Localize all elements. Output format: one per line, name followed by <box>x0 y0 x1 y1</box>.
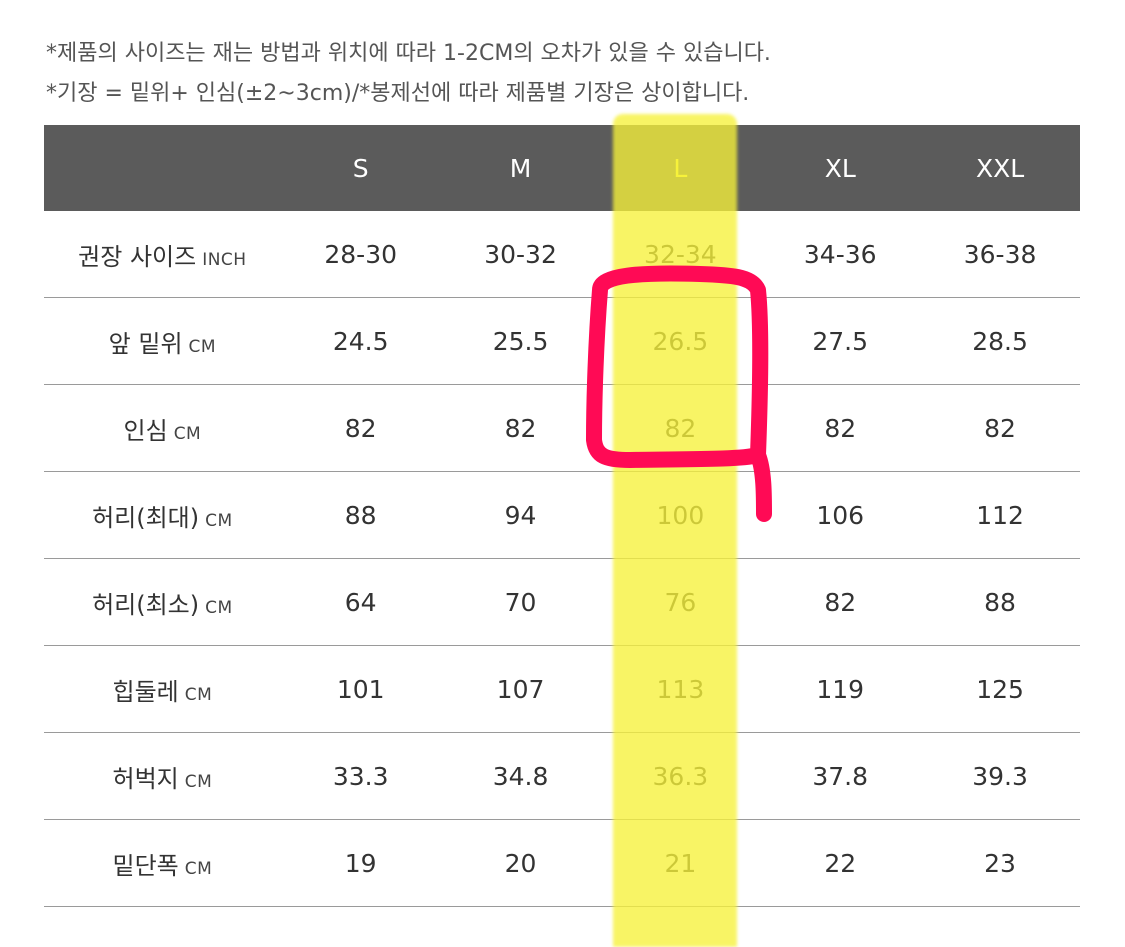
cell-l: 26.5 <box>652 326 709 356</box>
cell-xxl: 112 <box>976 500 1024 530</box>
row-label-text: 앞 밑위 <box>108 329 183 358</box>
cell-xxl: 36-38 <box>963 239 1037 269</box>
header-size-m: M <box>509 153 532 183</box>
row-label: 허리(최대) CM <box>44 498 281 533</box>
row-unit: CM <box>184 771 213 792</box>
row-unit: CM <box>173 423 202 444</box>
cell-m: 30-32 <box>484 239 557 269</box>
table-row: 앞 밑위 CM 24.5 25.5 26.5 27.5 28.5 <box>44 298 1080 385</box>
cell-s: 24.5 <box>332 326 389 356</box>
cell-m: 94 <box>504 500 537 530</box>
row-label: 앞 밑위 CM <box>44 324 281 359</box>
cell-s: 28-30 <box>324 239 398 269</box>
row-unit: CM <box>188 336 217 357</box>
row-unit: INCH <box>202 249 247 270</box>
table-row: 힙둘레 CM 101 107 113 119 125 <box>44 646 1080 733</box>
cell-xl: 119 <box>816 674 865 704</box>
cell-xxl: 125 <box>976 674 1024 704</box>
cell-l: 76 <box>664 587 697 617</box>
cell-xxl: 88 <box>984 587 1016 617</box>
cell-xl: 22 <box>824 848 857 878</box>
header-size-xxl: XXL <box>975 153 1025 183</box>
note-measurement-tolerance: *제품의 사이즈는 재는 방법과 위치에 따라 1-2CM의 오차가 있을 수 … <box>46 41 771 66</box>
cell-l: 113 <box>656 674 705 704</box>
row-label-text: 허리(최대) <box>92 503 200 532</box>
cell-xxl: 28.5 <box>972 326 1028 356</box>
cell-m: 20 <box>504 848 537 878</box>
row-label-text: 인심 <box>123 416 168 445</box>
row-label: 허벅지 CM <box>44 759 281 794</box>
table-row: 밑단폭 CM 19 20 21 22 23 <box>44 820 1080 907</box>
row-label-text: 허벅지 <box>112 764 179 793</box>
cell-s: 19 <box>344 848 377 878</box>
cell-xl: 34-36 <box>803 239 877 269</box>
row-label: 인심 CM <box>44 411 281 446</box>
row-label: 밑단폭 CM <box>44 846 281 881</box>
cell-s: 88 <box>344 500 377 530</box>
header-size-xl: XL <box>824 153 856 183</box>
cell-s: 82 <box>344 413 377 443</box>
row-label: 권장 사이즈 INCH <box>44 237 281 272</box>
header-size-s: S <box>352 153 369 183</box>
row-label-text: 허리(최소) <box>92 590 200 619</box>
cell-xl: 27.5 <box>812 326 869 356</box>
cell-xxl: 23 <box>984 848 1016 878</box>
cell-m: 34.8 <box>492 761 549 791</box>
row-unit: CM <box>205 510 233 531</box>
cell-l: 21 <box>664 848 697 878</box>
table-row: 권장 사이즈 INCH 28-30 30-32 32-34 34-36 36-38 <box>44 211 1080 298</box>
table-row: 허벅지 CM 33.3 34.8 36.3 37.8 39.3 <box>44 733 1080 820</box>
cell-xl: 37.8 <box>812 761 869 791</box>
table-header: S M L XL XXL <box>44 125 1080 211</box>
row-label-text: 힙둘레 <box>112 677 179 706</box>
cell-xl: 106 <box>816 500 865 530</box>
cell-l: 36.3 <box>652 761 709 791</box>
table-row: 허리(최소) CM 64 70 76 82 88 <box>44 559 1080 646</box>
cell-m: 25.5 <box>492 326 549 356</box>
cell-l: 82 <box>664 413 697 443</box>
cell-l: 32-34 <box>644 239 717 269</box>
row-label: 힙둘레 CM <box>44 672 281 707</box>
row-unit: CM <box>205 597 233 618</box>
table-row: 허리(최대) CM 88 94 100 106 112 <box>44 472 1080 559</box>
cell-m: 82 <box>504 413 537 443</box>
cell-m: 70 <box>504 587 537 617</box>
row-label: 허리(최소) CM <box>44 585 281 620</box>
cell-s: 101 <box>336 674 385 704</box>
cell-xxl: 82 <box>984 413 1016 443</box>
row-unit: CM <box>184 684 213 705</box>
cell-xl: 82 <box>824 587 857 617</box>
cell-s: 64 <box>344 587 377 617</box>
cell-l: 100 <box>656 500 705 530</box>
header-size-l: L <box>673 153 688 183</box>
cell-xxl: 39.3 <box>972 761 1028 791</box>
cell-m: 107 <box>496 674 545 704</box>
row-label-text: 밑단폭 <box>112 851 179 880</box>
note-length-formula: *기장 = 밑위+ 인심(±2~3cm)/*봉제선에 따라 제품별 기장은 상이… <box>46 81 750 106</box>
table-row: 인심 CM 82 82 82 82 82 <box>44 385 1080 472</box>
size-notes: *제품의 사이즈는 재는 방법과 위치에 따라 1-2CM의 오차가 있을 수 … <box>46 34 1086 114</box>
cell-xl: 82 <box>824 413 857 443</box>
row-unit: CM <box>184 858 213 879</box>
size-chart-table: S M L XL XXL 권장 사이즈 INCH 28-30 30-32 32-3… <box>44 125 1080 907</box>
row-label-text: 권장 사이즈 <box>78 242 197 271</box>
cell-s: 33.3 <box>332 761 389 791</box>
